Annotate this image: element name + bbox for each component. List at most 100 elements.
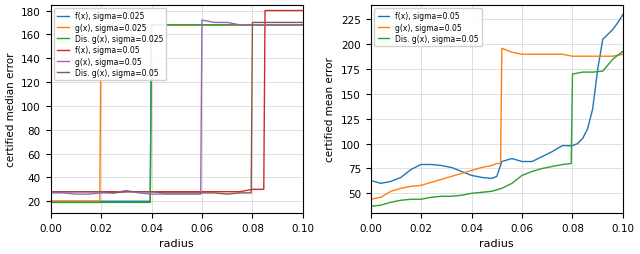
g(x), sigma=0.05	[261, 24, 269, 27]
g(x), sigma=0.05	[274, 24, 282, 27]
Dis. g(x), sigma=0.05	[110, 192, 118, 195]
g(x), sigma=0.05	[528, 54, 536, 57]
g(x), sigma=0.05	[538, 54, 546, 57]
g(x), sigma=0.05	[619, 54, 627, 57]
Dis. g(x), sigma=0.05	[274, 22, 282, 25]
f(x), sigma=0.025	[47, 200, 54, 203]
g(x), sigma=0.05	[559, 54, 566, 57]
f(x), sigma=0.025	[261, 24, 269, 27]
f(x), sigma=0.025	[147, 200, 154, 203]
g(x), sigma=0.025	[299, 24, 307, 27]
f(x), sigma=0.05	[518, 160, 526, 163]
f(x), sigma=0.05	[248, 188, 256, 191]
g(x), sigma=0.025	[110, 24, 118, 27]
Dis. g(x), sigma=0.05	[377, 204, 385, 207]
Dis. g(x), sigma=0.05	[211, 192, 218, 195]
g(x), sigma=0.05	[518, 54, 526, 57]
g(x), sigma=0.025	[160, 24, 168, 27]
Dis. g(x), sigma=0.025	[173, 24, 180, 27]
g(x), sigma=0.05	[148, 193, 156, 196]
f(x), sigma=0.05	[438, 164, 445, 167]
Dis. g(x), sigma=0.025	[72, 201, 79, 204]
f(x), sigma=0.05	[287, 10, 294, 13]
f(x), sigma=0.025	[299, 24, 307, 27]
Dis. g(x), sigma=0.025	[223, 24, 231, 27]
g(x), sigma=0.025	[186, 24, 193, 27]
g(x), sigma=0.05	[468, 169, 476, 172]
g(x), sigma=0.025	[261, 24, 269, 27]
Dis. g(x), sigma=0.05	[160, 192, 168, 195]
g(x), sigma=0.025	[248, 24, 256, 27]
f(x), sigma=0.05	[60, 190, 67, 194]
f(x), sigma=0.05	[47, 190, 54, 194]
X-axis label: radius: radius	[159, 239, 194, 248]
Dis. g(x), sigma=0.05	[247, 192, 255, 195]
Dis. g(x), sigma=0.025	[47, 201, 54, 204]
Dis. g(x), sigma=0.025	[299, 24, 307, 27]
Line: Dis. g(x), sigma=0.025: Dis. g(x), sigma=0.025	[51, 26, 303, 203]
Dis. g(x), sigma=0.05	[367, 205, 374, 208]
f(x), sigma=0.05	[261, 10, 269, 13]
g(x), sigma=0.05	[135, 192, 143, 195]
f(x), sigma=0.05	[584, 128, 591, 131]
X-axis label: radius: radius	[479, 239, 514, 248]
Dis. g(x), sigma=0.025	[122, 201, 130, 204]
f(x), sigma=0.05	[387, 180, 395, 183]
Dis. g(x), sigma=0.025	[186, 24, 193, 27]
f(x), sigma=0.05	[478, 176, 486, 179]
g(x), sigma=0.025	[287, 24, 294, 27]
g(x), sigma=0.05	[417, 184, 425, 187]
Dis. g(x), sigma=0.025	[97, 201, 105, 204]
f(x), sigma=0.025	[97, 200, 105, 203]
Dis. g(x), sigma=0.05	[248, 22, 256, 25]
f(x), sigma=0.05	[614, 22, 621, 25]
Legend: f(x), sigma=0.025, g(x), sigma=0.025, Dis. g(x), sigma=0.025, f(x), sigma=0.05, : f(x), sigma=0.025, g(x), sigma=0.025, Di…	[54, 9, 166, 81]
g(x), sigma=0.05	[47, 192, 54, 195]
f(x), sigma=0.025	[173, 24, 180, 27]
Dis. g(x), sigma=0.05	[60, 190, 67, 194]
f(x), sigma=0.05	[609, 29, 617, 32]
f(x), sigma=0.05	[589, 108, 596, 111]
f(x), sigma=0.025	[84, 200, 92, 203]
f(x), sigma=0.05	[236, 190, 244, 194]
f(x), sigma=0.05	[604, 34, 612, 37]
g(x), sigma=0.025	[148, 24, 156, 27]
g(x), sigma=0.05	[72, 193, 79, 196]
Dis. g(x), sigma=0.025	[287, 24, 294, 27]
Dis. g(x), sigma=0.05	[417, 198, 425, 201]
f(x), sigma=0.025	[110, 200, 118, 203]
g(x), sigma=0.05	[493, 162, 500, 165]
g(x), sigma=0.05	[488, 164, 495, 167]
g(x), sigma=0.05	[236, 24, 244, 27]
f(x), sigma=0.05	[260, 188, 268, 191]
f(x), sigma=0.05	[122, 190, 130, 194]
g(x), sigma=0.025	[223, 24, 231, 27]
Dis. g(x), sigma=0.05	[97, 190, 105, 194]
f(x), sigma=0.05	[528, 160, 536, 163]
Dis. g(x), sigma=0.05	[528, 170, 536, 173]
g(x), sigma=0.05	[122, 189, 130, 192]
Dis. g(x), sigma=0.025	[211, 24, 218, 27]
f(x), sigma=0.05	[135, 190, 143, 194]
Dis. g(x), sigma=0.05	[173, 192, 180, 195]
f(x), sigma=0.05	[299, 10, 307, 13]
Dis. g(x), sigma=0.05	[559, 163, 566, 166]
Dis. g(x), sigma=0.05	[589, 71, 596, 74]
Dis. g(x), sigma=0.05	[186, 192, 193, 195]
f(x), sigma=0.05	[367, 179, 374, 182]
f(x), sigma=0.05	[508, 157, 516, 161]
Line: g(x), sigma=0.025: g(x), sigma=0.025	[51, 26, 303, 201]
f(x), sigma=0.05	[569, 145, 577, 148]
g(x), sigma=0.025	[60, 200, 67, 203]
Line: f(x), sigma=0.05: f(x), sigma=0.05	[51, 11, 303, 192]
g(x), sigma=0.025	[135, 24, 143, 27]
Dis. g(x), sigma=0.05	[223, 193, 231, 196]
Dis. g(x), sigma=0.025	[60, 201, 67, 204]
f(x), sigma=0.05	[579, 138, 586, 141]
f(x), sigma=0.05	[173, 190, 180, 194]
g(x), sigma=0.05	[609, 55, 617, 58]
Dis. g(x), sigma=0.025	[148, 24, 156, 27]
g(x), sigma=0.025	[122, 24, 130, 27]
Dis. g(x), sigma=0.05	[148, 190, 156, 194]
f(x), sigma=0.05	[498, 160, 506, 163]
